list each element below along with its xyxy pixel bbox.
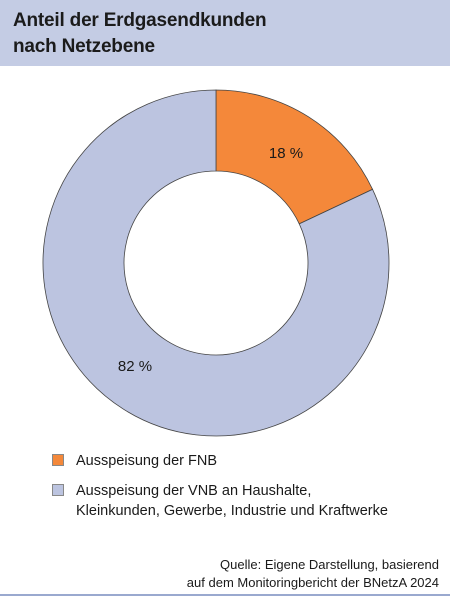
chart-title-line-1: Anteil der Erdgasendkunden [13,10,267,31]
data-label-vnb: 82 % [118,358,152,375]
title-band: Anteil der Erdgasendkunden nach Netzeben… [0,0,450,66]
legend-swatch-fnb [52,454,64,466]
bottom-rule [0,594,450,596]
legend-label-vnb-line-1: Ausspeisung der VNB an Haushalte, [76,483,312,499]
source-note-line-2: auf dem Monitoringbericht der BNetzA 202… [186,575,439,590]
chart-title-line-2: nach Netzebene [13,36,155,57]
data-label-fnb: 18 % [269,145,303,162]
legend-label-fnb: Ausspeisung der FNB [76,453,218,469]
source-note-line-1: Quelle: Eigene Darstellung, basierend [220,557,439,572]
slice-vnb [42,89,390,437]
legend-label-vnb-line-2: Kleinkunden, Gewerbe, Industrie und Kraf… [76,503,388,519]
legend-swatch-vnb [52,484,64,496]
